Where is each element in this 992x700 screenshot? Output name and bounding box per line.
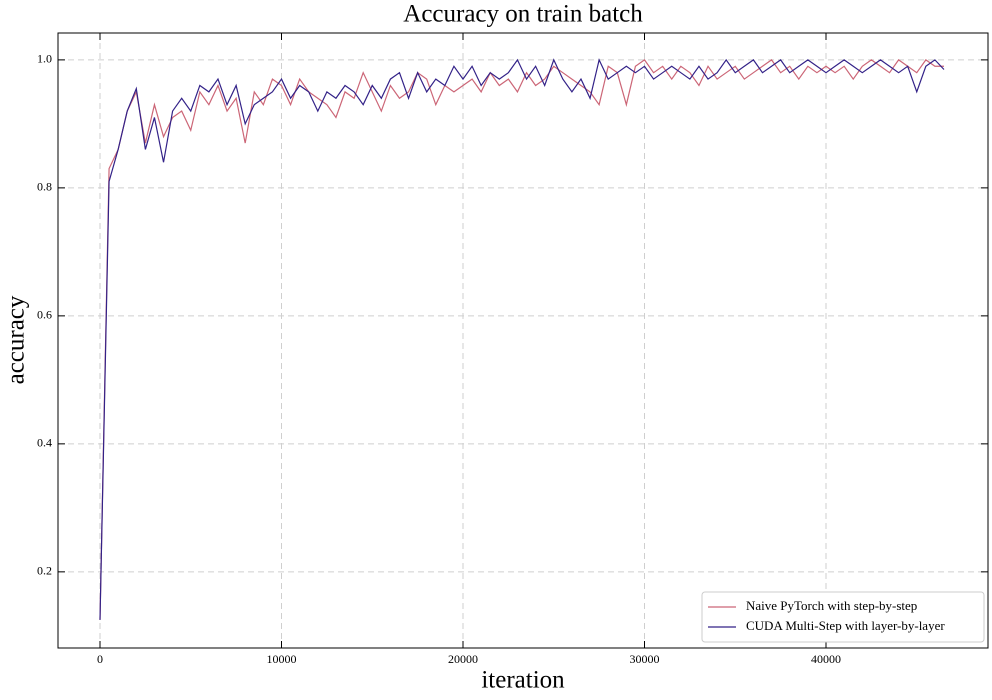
y-tick-label: 0.6 — [37, 308, 52, 322]
y-tick-label: 0.2 — [37, 564, 52, 578]
y-tick-label: 0.8 — [37, 180, 52, 194]
chart-title: Accuracy on train batch — [403, 1, 643, 28]
x-tick-label: 20000 — [448, 652, 478, 666]
y-axis-label: accuracy — [3, 295, 30, 384]
legend-box — [701, 591, 985, 643]
x-tick-label: 40000 — [811, 652, 841, 666]
series-line — [99, 58, 945, 620]
x-tick-label: 30000 — [630, 652, 660, 666]
plot-frame — [57, 32, 989, 649]
x-tick-label: 0 — [97, 652, 103, 666]
y-tick-label: 1.0 — [37, 52, 52, 66]
series-line — [99, 59, 944, 620]
legend-label: CUDA Multi-Step with layer-by-layer — [746, 618, 945, 633]
x-axis-label: iteration — [481, 667, 565, 694]
y-tick-label: 0.4 — [37, 436, 52, 450]
legend-label: Naive PyTorch with step-by-step — [746, 598, 917, 613]
x-tick-label: 10000 — [267, 652, 297, 666]
